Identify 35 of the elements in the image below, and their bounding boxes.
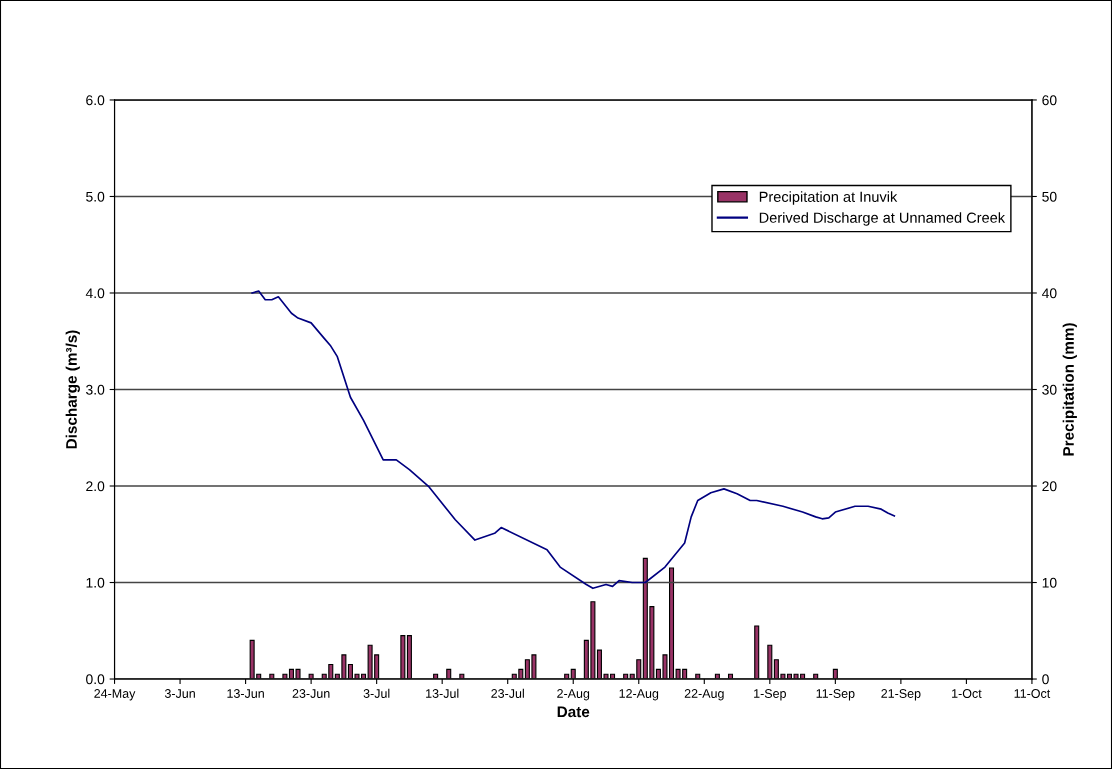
x-tick-label: 11-Sep: [816, 689, 855, 701]
y-tick-label: 6.0: [86, 95, 105, 106]
legend-label: Derived Discharge at Unnamed Creek: [759, 212, 1006, 226]
x-tick-label: 22-Aug: [684, 689, 724, 701]
x-tick-label: 1-Oct: [952, 689, 982, 698]
y2-axis-title: Precipitation (mm): [1062, 323, 1077, 456]
x-tick-label: 24-May: [94, 689, 136, 701]
y-tick-label: 0.0: [86, 674, 105, 685]
y-tick-label: 5.0: [86, 191, 105, 202]
line-series: [251, 290, 896, 590]
x-tick-label: 3-Jul: [363, 688, 390, 698]
x-tick-label: 23-Jul: [491, 688, 524, 698]
x-tick-label: 1-Sep: [754, 689, 786, 701]
y-tick-label: 4.0: [85, 288, 105, 299]
x-tick-label: 13-Jul: [426, 688, 459, 698]
x-tick-label: 11-Oct: [1014, 689, 1051, 698]
y2-tick-label: 30: [1042, 384, 1057, 395]
y2-tick-label: 50: [1042, 191, 1057, 202]
x-axis-title: Date: [557, 706, 590, 718]
x-tick-label: 23-Jun: [292, 689, 330, 698]
x-tick-label: 13-Jun: [227, 689, 264, 698]
x-tick-label: 3-Jun: [164, 689, 195, 698]
x-tick-label: 2-Aug: [557, 689, 590, 701]
x-tick-label: 12-Aug: [619, 689, 659, 701]
y-tick-label: 2.0: [86, 481, 105, 492]
y-tick-label: 3.0: [86, 384, 105, 395]
legend-label: Precipitation at Inuvik: [759, 191, 898, 205]
x-tick-label: 21-Sep: [881, 689, 921, 701]
y2-tick-label: 10: [1042, 577, 1057, 588]
y2-tick-label: 40: [1041, 288, 1057, 299]
y-axis-title: Discharge (m³/s): [65, 330, 80, 449]
y2-tick-label: 20: [1042, 481, 1057, 492]
y2-tick-label: 60: [1042, 95, 1057, 106]
y2-tick-label: 0: [1042, 674, 1049, 685]
y-tick-label: 1.0: [86, 577, 105, 588]
